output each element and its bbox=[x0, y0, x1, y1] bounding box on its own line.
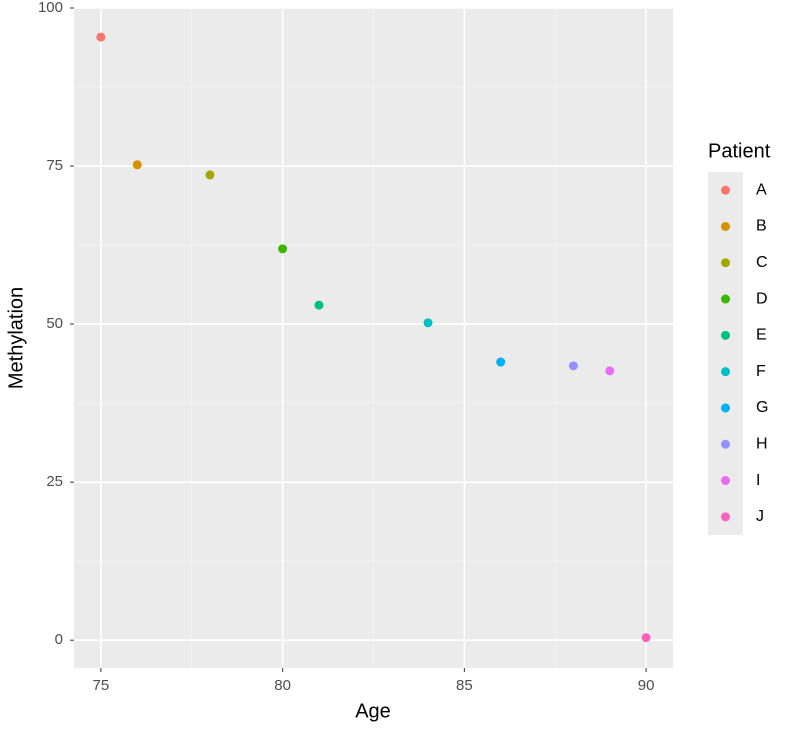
legend-key bbox=[721, 512, 730, 522]
y-axis-title: Methylation bbox=[5, 287, 27, 389]
point bbox=[423, 318, 433, 328]
legend-key bbox=[721, 367, 730, 377]
y-tick-label: 75 bbox=[46, 157, 63, 174]
legend-key bbox=[721, 403, 730, 413]
legend-text: D bbox=[756, 290, 768, 307]
legend-key bbox=[721, 294, 730, 304]
point bbox=[496, 357, 506, 367]
point bbox=[96, 32, 106, 42]
legend-text: B bbox=[756, 218, 767, 235]
legend-title: Patient bbox=[708, 140, 771, 162]
x-tick-label: 75 bbox=[93, 677, 110, 694]
x-tick-label: 85 bbox=[456, 677, 473, 694]
legend-text: H bbox=[756, 435, 768, 452]
point bbox=[132, 160, 142, 170]
legend-key bbox=[721, 330, 730, 340]
point bbox=[568, 361, 578, 371]
legend-text: A bbox=[756, 181, 767, 198]
x-axis-title: Age bbox=[355, 700, 391, 722]
point bbox=[641, 633, 651, 643]
legend-key bbox=[721, 221, 730, 231]
legend-text: C bbox=[756, 254, 768, 271]
legend-keys-bg bbox=[708, 172, 743, 535]
y-tick-label: 0 bbox=[55, 631, 63, 648]
legend-key bbox=[721, 258, 730, 268]
point bbox=[314, 300, 324, 310]
legend-key bbox=[721, 439, 730, 449]
x-tick-label: 80 bbox=[274, 677, 291, 694]
point bbox=[605, 366, 615, 376]
point bbox=[205, 170, 215, 180]
legend-key bbox=[721, 185, 730, 195]
x-tick-label: 90 bbox=[638, 677, 655, 694]
legend-text: E bbox=[756, 327, 767, 344]
legend-key bbox=[721, 476, 730, 486]
y-tick-label: 50 bbox=[46, 315, 63, 332]
y-tick-label: 25 bbox=[46, 473, 63, 490]
point bbox=[278, 244, 288, 254]
legend-text: I bbox=[756, 472, 760, 489]
legend-text: F bbox=[756, 363, 766, 380]
legend-text: J bbox=[756, 508, 764, 525]
y-tick-label: 100 bbox=[38, 0, 63, 16]
legend-text: G bbox=[756, 399, 768, 416]
